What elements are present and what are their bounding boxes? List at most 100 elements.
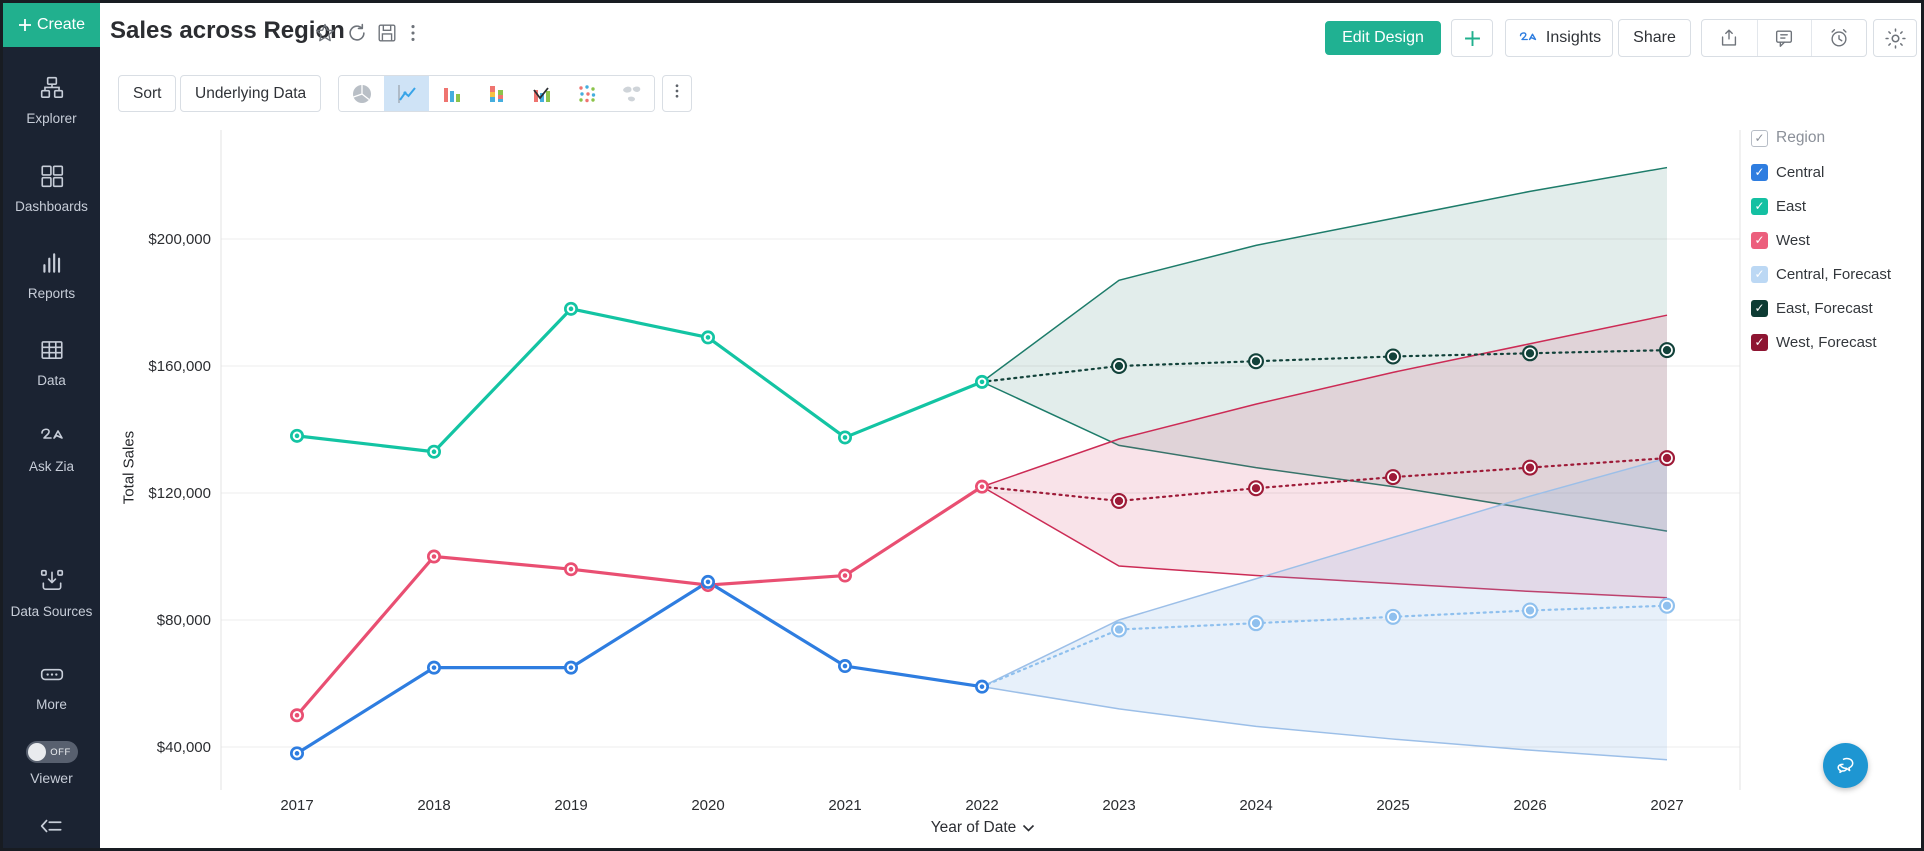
checkbox-icon: ✓ bbox=[1751, 231, 1768, 249]
star-icon bbox=[315, 23, 335, 41]
checkbox-icon: ✓ bbox=[1751, 333, 1768, 351]
export-button[interactable] bbox=[1702, 20, 1757, 56]
kebab-icon bbox=[411, 24, 415, 41]
toolbar-more-button[interactable] bbox=[662, 75, 692, 112]
stacked-bar-icon bbox=[489, 85, 503, 102]
sidebar-item-data[interactable]: Data bbox=[3, 337, 100, 389]
sidebar: Create Explorer Dashboards Reports Data bbox=[3, 3, 100, 848]
viewer-toggle[interactable]: OFF bbox=[25, 741, 78, 763]
zia-icon bbox=[40, 428, 63, 439]
x-tick-label: 2017 bbox=[280, 797, 313, 814]
alarm-icon bbox=[1831, 29, 1847, 47]
share-button[interactable]: Share bbox=[1618, 19, 1691, 57]
sidebar-item-reports[interactable]: Reports bbox=[3, 250, 100, 302]
forecast-line bbox=[980, 349, 1669, 383]
sidebar-item-data-sources[interactable]: Data Sources bbox=[3, 568, 100, 620]
chart-type-switcher bbox=[338, 75, 655, 112]
x-tick-label: 2023 bbox=[1102, 797, 1135, 814]
scatter-icon bbox=[578, 84, 595, 102]
forecast-band bbox=[982, 315, 1667, 598]
comment-button[interactable] bbox=[1756, 20, 1812, 56]
checkbox-icon: ✓ bbox=[1751, 265, 1768, 283]
x-tick-label: 2020 bbox=[691, 797, 724, 814]
create-button[interactable]: Create bbox=[3, 3, 100, 47]
data-sources-icon bbox=[40, 569, 63, 590]
y-axis-title: Total Sales bbox=[120, 430, 138, 505]
sales-line-chart[interactable]: $40,000 $80,000 $120,000 $160,000 $200,000 20… bbox=[110, 98, 1770, 850]
checkbox-icon: ✓ bbox=[1751, 163, 1768, 181]
checkbox-icon: ✓ bbox=[1751, 129, 1768, 147]
sidebar-item-label: Reports bbox=[27, 286, 76, 301]
chart-type-combo[interactable] bbox=[519, 76, 564, 111]
chart-type-stacked-bar[interactable] bbox=[474, 76, 519, 111]
sidebar-item-more[interactable]: More bbox=[3, 661, 100, 713]
sidebar-item-dashboards[interactable]: Dashboards bbox=[3, 163, 100, 215]
series-line bbox=[295, 485, 984, 717]
x-tick-label: 2024 bbox=[1239, 797, 1272, 814]
legend-item-west[interactable]: ✓ West bbox=[1751, 229, 1921, 251]
forecast-line bbox=[980, 604, 1669, 688]
insights-button[interactable]: Insights bbox=[1505, 19, 1613, 57]
viewer-section: OFF Viewer bbox=[3, 741, 100, 786]
band-upper-edge bbox=[981, 166, 1668, 383]
sidebar-item-ask-zia[interactable]: Ask Zia bbox=[3, 423, 100, 475]
collapse-sidebar-button[interactable] bbox=[3, 813, 100, 842]
combo-chart-icon bbox=[532, 86, 550, 102]
edit-design-button[interactable]: Edit Design bbox=[1325, 21, 1441, 55]
plus-icon bbox=[1464, 30, 1480, 46]
sort-button[interactable]: Sort bbox=[118, 75, 177, 112]
refresh-button[interactable] bbox=[344, 21, 370, 47]
sidebar-item-label: Ask Zia bbox=[28, 459, 74, 474]
settings-button[interactable] bbox=[1873, 19, 1917, 57]
export-icon bbox=[1722, 29, 1737, 46]
sidebar-item-label: Explorer bbox=[26, 111, 77, 126]
chart-type-scatter[interactable] bbox=[564, 76, 609, 111]
add-button[interactable] bbox=[1451, 19, 1493, 57]
legend-item-east[interactable]: ✓ East bbox=[1751, 195, 1921, 217]
toggle-state: OFF bbox=[50, 746, 71, 758]
legend-item-central[interactable]: ✓ Central bbox=[1751, 161, 1921, 183]
favorite-button[interactable] bbox=[312, 21, 338, 47]
legend-item-east-forecast[interactable]: ✓ East, Forecast bbox=[1751, 297, 1921, 319]
viewer-label: Viewer bbox=[30, 770, 73, 786]
x-axis-dimension-button[interactable]: Year of Date bbox=[908, 819, 1058, 837]
x-tick-label: 2027 bbox=[1650, 797, 1683, 814]
forecast-band bbox=[982, 167, 1667, 532]
data-icon bbox=[40, 341, 63, 359]
chart-type-map[interactable] bbox=[609, 76, 654, 111]
sidebar-item-explorer[interactable]: Explorer bbox=[3, 75, 100, 127]
save-button[interactable] bbox=[374, 21, 400, 47]
pie-chart-icon bbox=[352, 84, 371, 103]
zia-icon bbox=[1519, 32, 1537, 41]
underlying-data-button[interactable]: Underlying Data bbox=[180, 75, 322, 112]
y-tick-label: $120,000 bbox=[148, 485, 211, 502]
comment-icon bbox=[1776, 30, 1793, 47]
legend-item-west-forecast[interactable]: ✓ West, Forecast bbox=[1751, 331, 1921, 353]
chart-legend: ✓ Region ✓ Central ✓ East ✓ West ✓ Centr… bbox=[1751, 127, 1921, 365]
chart-toolbar: Sort Underlying Data bbox=[100, 61, 1921, 117]
chart-type-bar[interactable] bbox=[429, 76, 474, 111]
toggle-knob bbox=[27, 743, 46, 761]
y-tick-label: $40,000 bbox=[157, 739, 211, 756]
band-upper-edge bbox=[981, 457, 1668, 688]
y-tick-label: $80,000 bbox=[157, 612, 211, 629]
reports-icon bbox=[42, 253, 60, 273]
alerts-button[interactable] bbox=[1811, 20, 1866, 56]
band-lower-edge bbox=[981, 685, 1668, 761]
refresh-icon bbox=[349, 23, 365, 41]
legend-item-central-forecast[interactable]: ✓ Central, Forecast bbox=[1751, 263, 1921, 285]
y-tick-label: $200,000 bbox=[148, 231, 211, 248]
sidebar-item-label: Data bbox=[37, 373, 66, 388]
kebab-icon bbox=[675, 84, 679, 98]
chart-type-line[interactable] bbox=[384, 76, 429, 111]
collapse-icon bbox=[40, 819, 62, 833]
header-icon-group bbox=[1701, 19, 1867, 57]
create-label: Create bbox=[36, 16, 86, 33]
chart-type-pie[interactable] bbox=[339, 76, 384, 111]
legend-header-region[interactable]: ✓ Region bbox=[1751, 127, 1921, 149]
chat-assistant-button[interactable] bbox=[1823, 743, 1868, 788]
checkbox-icon: ✓ bbox=[1751, 299, 1768, 317]
title-menu-button[interactable] bbox=[400, 21, 426, 47]
x-tick-label: 2019 bbox=[554, 797, 587, 814]
page-title: Sales across Region bbox=[110, 17, 345, 44]
